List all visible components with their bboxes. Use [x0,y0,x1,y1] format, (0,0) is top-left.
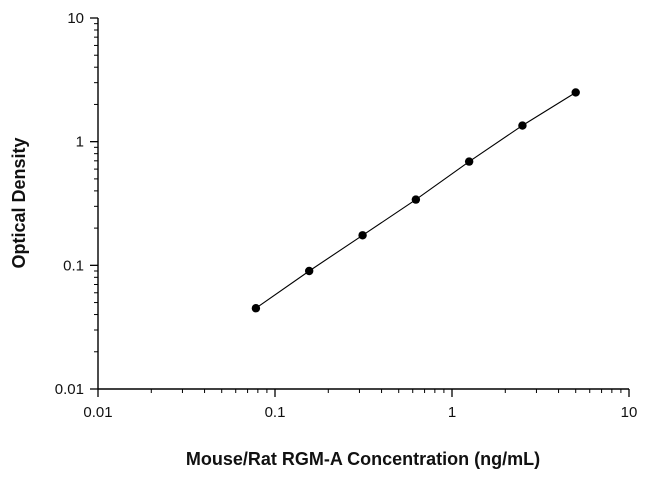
x-tick-label: 1 [448,404,456,421]
x-axis-title: Mouse/Rat RGM-A Concentration (ng/mL) [186,449,540,469]
y-tick-label: 1 [76,134,84,151]
data-point [518,121,527,130]
data-point [251,304,261,313]
data-point [304,266,314,276]
y-axis-title: Optical Density [9,137,29,268]
y-axis-ticks: 0.01 0.1 1 10 [55,10,98,398]
x-tick-label: 0.1 [265,404,286,421]
x-tick-label: 10 [621,404,638,421]
data-point [358,231,367,240]
x-tick-label: 0.01 [83,404,112,421]
y-tick-label: 0.1 [63,257,84,274]
data-point [571,88,580,97]
y-tick-label: 0.01 [55,381,84,398]
x-axis: 0.01 0.1 1 10 Mouse/Rat RGM-A Concentration… [83,388,637,469]
y-tick-label: 10 [67,10,84,27]
data-point [411,195,421,204]
y-axis: 0.01 0.1 1 10 Optical Density [9,10,99,398]
x-axis-ticks: 0.01 0.1 1 10 [83,389,637,421]
data-point [464,157,474,166]
plot-area [251,88,580,313]
